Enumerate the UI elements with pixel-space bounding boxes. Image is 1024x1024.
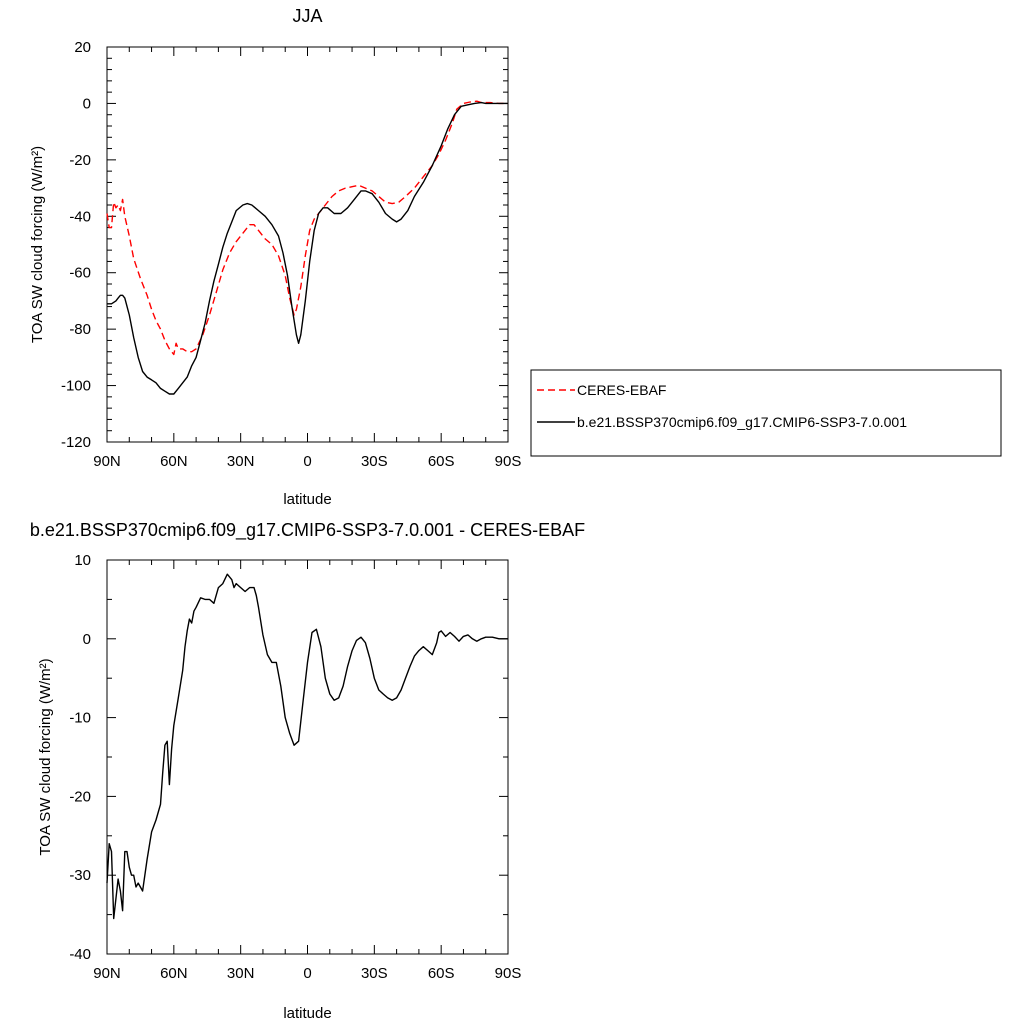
x-tick-label: 30S [361,965,388,982]
plot-frame [106,559,509,955]
y-tick-label: -30 [69,867,91,884]
x-axis-title: latitude [283,491,331,508]
y-tick-label: 10 [74,552,91,569]
y-tick-label: -120 [61,434,91,451]
x-tick-label: 30N [227,453,255,470]
legend-box [530,369,1002,457]
series-line-1 [106,573,508,920]
series-line-1 [106,100,508,356]
x-tick-label: 30N [227,965,255,982]
y-tick-label: -40 [69,946,91,963]
x-tick-label: 60S [428,965,455,982]
chart-panel-2: b.e21.BSSP370cmip6.f09_g17.CMIP6-SSP3-7.… [30,520,585,1022]
y-tick-label: -10 [69,710,91,727]
x-axis-title: latitude [283,1005,331,1022]
legend-label: b.e21.BSSP370cmip6.f09_g17.CMIP6-SSP3-7.… [577,414,907,430]
x-tick-label: 60N [160,965,188,982]
chart-title: b.e21.BSSP370cmip6.f09_g17.CMIP6-SSP3-7.… [30,520,585,541]
x-tick-label: 30S [361,453,388,470]
y-tick-label: -100 [61,378,91,395]
legend: CERES-EBAF b.e21.BSSP370cmip6.f09_g17.CMI… [530,369,1002,457]
series-line-2 [107,101,508,395]
x-tick-label: 90N [93,453,121,470]
y-tick-label: 0 [83,95,91,112]
y-tick-label: -80 [69,321,91,338]
x-tick-label: 90S [495,453,522,470]
legend-label: CERES-EBAF [577,382,666,398]
x-tick-label: 90S [495,965,522,982]
y-tick-label: -40 [69,208,91,225]
y-axis-title: TOA SW cloud forcing (W/m²) [29,146,46,343]
y-tick-label: 20 [74,39,91,56]
chart-title: JJA [292,6,322,26]
y-tick-label: -60 [69,265,91,282]
x-tick-label: 0 [303,453,311,470]
x-tick-label: 60S [428,453,455,470]
x-tick-label: 0 [303,965,311,982]
y-tick-label: -20 [69,788,91,805]
y-tick-label: 0 [83,631,91,648]
y-axis-title: TOA SW cloud forcing (W/m²) [37,658,54,855]
y-tick-label: -20 [69,152,91,169]
x-tick-label: 90N [93,965,121,982]
x-tick-label: 60N [160,453,188,470]
